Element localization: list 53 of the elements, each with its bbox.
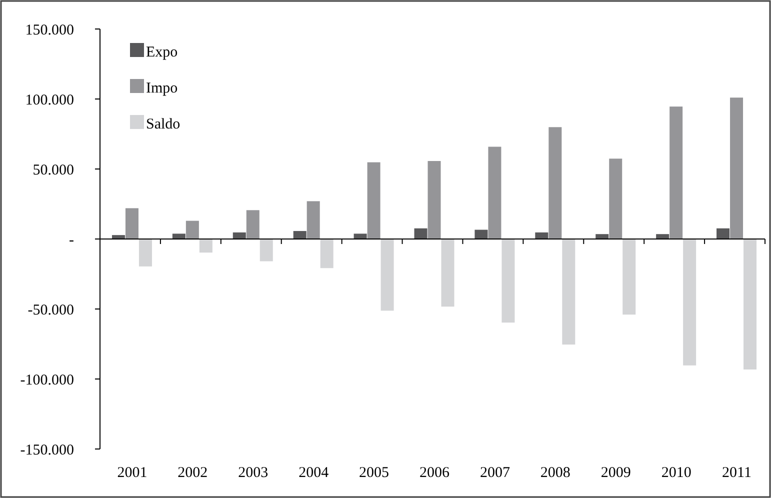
x-tick-label: 2009: [600, 465, 631, 481]
y-tick-label: 100.000: [25, 92, 74, 108]
bar: [260, 239, 273, 262]
bar: [670, 106, 683, 239]
x-tick-label: 2004: [298, 465, 330, 481]
y-tick-label: -150.000: [20, 442, 74, 458]
bar: [172, 234, 186, 239]
bar: [125, 208, 138, 239]
bar: [380, 239, 394, 311]
bar: [683, 239, 696, 366]
bar: [428, 161, 441, 239]
bar: [246, 210, 260, 239]
bar: [596, 234, 609, 239]
bar: [656, 234, 670, 239]
x-tick-label: 2011: [722, 465, 752, 481]
x-tick-label: 2003: [238, 465, 268, 481]
x-tick-label: 2006: [420, 465, 450, 481]
x-tick-label: 2007: [480, 465, 510, 481]
y-tick-label: 150.000: [25, 22, 74, 38]
x-tick-label: 2010: [661, 465, 692, 481]
y-tick-label: 50.000: [32, 162, 74, 178]
y-tick-label: -: [69, 232, 74, 248]
bar: [232, 232, 246, 239]
bar: [306, 201, 320, 239]
bar: [474, 230, 488, 239]
bar: [488, 146, 502, 239]
bar: [293, 231, 306, 239]
bar: [414, 228, 428, 239]
x-tick-label: 2001: [117, 465, 148, 481]
y-tick-label: -100.000: [20, 372, 74, 388]
bar: [186, 220, 199, 239]
bar: [354, 234, 367, 239]
legend-label: Expo: [146, 44, 178, 60]
bar: [441, 239, 454, 307]
bar: [320, 239, 334, 268]
bar: [367, 162, 380, 239]
bar: [609, 158, 622, 239]
x-tick-label: 2002: [178, 465, 208, 481]
bar: [138, 239, 152, 266]
y-tick-label: -50.000: [28, 302, 74, 318]
bar: [502, 239, 515, 323]
bar: [535, 232, 548, 239]
x-tick-label: 2008: [540, 465, 570, 481]
bar: [716, 228, 730, 239]
bar: [730, 98, 744, 239]
legend-label: Impo: [146, 80, 178, 96]
bar: [562, 239, 576, 345]
legend-label: Saldo: [146, 116, 180, 132]
bar: [199, 239, 212, 253]
bar: [744, 239, 757, 370]
x-tick-label: 2005: [359, 465, 390, 481]
bar: [548, 127, 562, 239]
bar: [622, 239, 636, 315]
